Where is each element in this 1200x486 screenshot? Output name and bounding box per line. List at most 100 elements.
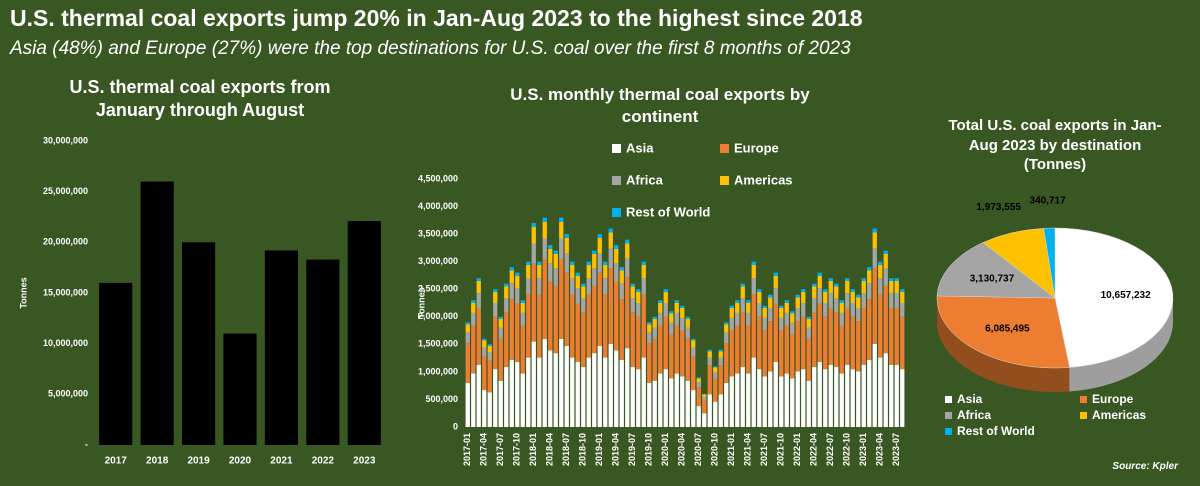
x-tick-label: 2021-04 [743, 433, 753, 466]
bar-segment [603, 357, 608, 427]
bar-segment [872, 343, 877, 427]
bar-segment [548, 350, 553, 427]
bar-segment [658, 300, 663, 303]
bar-segment [630, 312, 635, 367]
bar-segment [839, 300, 844, 303]
bar-segment [724, 382, 729, 427]
bar-segment [867, 270, 872, 284]
legend-swatch [612, 176, 621, 185]
bar-segment [647, 332, 652, 344]
bar-segment [592, 253, 597, 269]
bar-segment [630, 283, 635, 287]
bar-segment [894, 280, 899, 294]
bar-segment [718, 365, 723, 395]
bar-segment [498, 380, 503, 427]
x-tick-label: 2019-04 [611, 433, 621, 466]
y-tick-label: 4,500,000 [418, 173, 458, 183]
bar-segment [801, 369, 806, 427]
bar-segment [828, 280, 833, 294]
bar-segment [746, 300, 751, 303]
bar-segment [894, 293, 899, 308]
bar [182, 242, 216, 445]
bar-segment [850, 303, 855, 317]
bar-segment [630, 286, 635, 299]
bar-segment [465, 332, 470, 344]
bar-segment [619, 270, 624, 284]
y-tick-label: 3,000,000 [418, 256, 458, 266]
bar-segment [597, 237, 602, 254]
bar-segment [619, 299, 624, 360]
pie-slice [936, 242, 1056, 299]
bar-segment [636, 291, 641, 303]
bar-segment [487, 345, 492, 353]
bar-segment [515, 275, 520, 289]
bar-segment [713, 366, 718, 368]
pie-slice [936, 295, 1070, 369]
bar-segment [674, 303, 679, 313]
y-axis-label: Tonnes [416, 287, 426, 318]
bar-segment [889, 280, 894, 294]
bar-segment [476, 293, 481, 308]
bar-segment [779, 330, 784, 377]
bar-segment [575, 361, 580, 427]
x-tick-label: 2018 [146, 456, 169, 467]
bar-segment [663, 289, 668, 292]
legend-label: Americas [1092, 408, 1146, 422]
bar-segment [564, 234, 569, 238]
bar-segment [531, 263, 536, 342]
x-tick-label: 2020 [229, 456, 252, 467]
bar-segment [608, 343, 613, 427]
bar-segment [795, 371, 800, 427]
x-tick-label: 2023 [353, 456, 376, 467]
legend-swatch [720, 144, 729, 153]
bar-segment [762, 307, 767, 318]
bar-segment [828, 293, 833, 308]
bar-segment [867, 283, 872, 300]
bar-segment [702, 393, 707, 395]
bar-segment [889, 307, 894, 365]
bar-segment [641, 264, 646, 279]
y-tick-label: 15,000,000 [43, 287, 88, 297]
bar-segment [531, 341, 536, 427]
bar-segment [757, 316, 762, 370]
bar-segment [498, 338, 503, 381]
x-tick-label: 2020-10 [710, 433, 720, 466]
bar-segment [548, 263, 553, 282]
bar-segment [603, 264, 608, 279]
legend-label: Africa [626, 172, 664, 187]
bar-segment [592, 268, 597, 286]
bar-segment [625, 348, 630, 427]
bar-segment [735, 303, 740, 313]
bar-segment [894, 278, 899, 281]
bar-segment [630, 298, 635, 313]
bar-segment [487, 360, 492, 393]
bar-segment [619, 267, 624, 271]
x-tick-label: 2023-07 [891, 433, 901, 466]
bar-segment [515, 288, 520, 304]
bar-segment [828, 364, 833, 427]
bar-segment [482, 340, 487, 348]
bar-segment [729, 317, 734, 331]
x-tick-label: 2022-07 [825, 433, 835, 466]
bar-segment [658, 373, 663, 427]
bar-segment [779, 317, 784, 331]
bar-segment [658, 312, 663, 326]
bar-segment [537, 294, 542, 358]
bar-segment [861, 364, 866, 427]
bar-segment [806, 327, 811, 339]
legend-swatch [612, 144, 621, 153]
bar-segment [746, 373, 751, 427]
x-tick-label: 2022-10 [842, 433, 852, 466]
bar-segment [548, 245, 553, 249]
bar-segment [696, 387, 701, 407]
bar-segment [652, 338, 657, 381]
bar-segment [883, 250, 888, 254]
bar-segment [553, 353, 558, 427]
bar-segment [652, 318, 657, 328]
bar-segment [729, 330, 734, 377]
bar-segment [828, 278, 833, 281]
bar-segment [735, 300, 740, 303]
bar-segment [812, 298, 817, 313]
bar-segment [597, 234, 602, 238]
legend-label: Europe [734, 140, 779, 155]
